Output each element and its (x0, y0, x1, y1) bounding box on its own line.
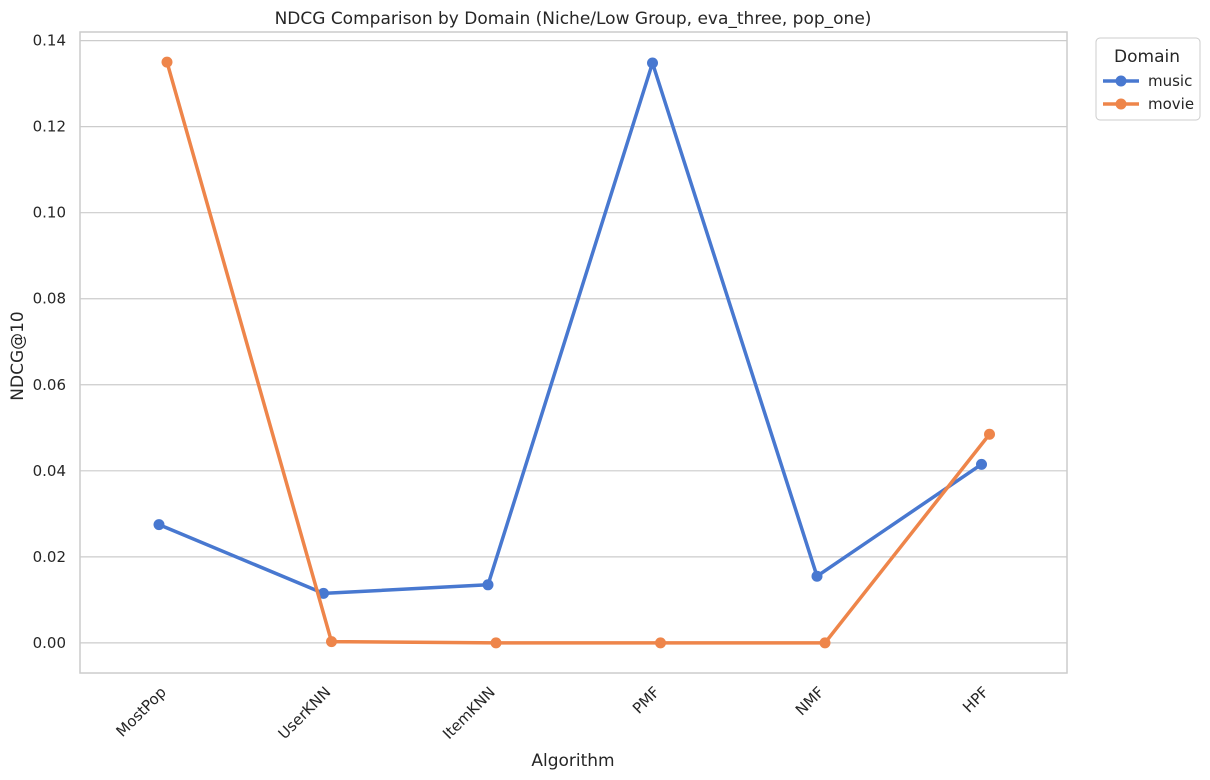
x-tick-label: MostPop (113, 683, 170, 740)
data-point-music (811, 570, 823, 582)
data-point-movie (984, 428, 995, 440)
legend-title: Domain (1114, 47, 1180, 67)
data-point-movie (490, 637, 502, 649)
y-tick-label: 0.00 (33, 634, 66, 652)
data-point-movie (161, 56, 173, 68)
legend-items: music movie (1103, 72, 1194, 113)
y-tick-label: 0.10 (33, 204, 66, 222)
data-point-music (318, 587, 329, 599)
x-tick-label: ItemKNN (439, 683, 499, 743)
data-point-music (976, 458, 987, 470)
series-line-movie (165, 61, 991, 645)
data-point-music (647, 57, 658, 69)
data-point-movie (819, 637, 831, 649)
plot-frame (79, 31, 1068, 674)
data-point-movie (326, 636, 337, 648)
y-tick-label: 0.12 (33, 118, 66, 136)
legend-marker-music (1115, 75, 1127, 87)
x-axis-title: Algorithm (531, 751, 614, 771)
x-tick-label: PMF (629, 683, 663, 717)
chart-title: NDCG Comparison by Domain (Niche/Low Gro… (275, 9, 872, 29)
y-tick-label: 0.02 (33, 548, 66, 566)
legend-label-music: music (1148, 72, 1192, 90)
legend: Domain music movie (1095, 37, 1201, 121)
plot-area: 0.00 0.02 0.04 0.06 0.08 0.10 0.12 0.14 MostPop U… (33, 31, 1068, 743)
y-tick-label: 0.06 (33, 376, 66, 394)
data-point-music (482, 579, 494, 591)
x-tick-label: HPF (959, 683, 992, 716)
legend-label-movie: movie (1148, 95, 1194, 113)
y-tick-label: 0.04 (33, 462, 66, 480)
data-point-movie (655, 637, 666, 649)
legend-marker-movie (1115, 98, 1127, 110)
y-tick-label: 0.08 (33, 290, 66, 308)
y-axis-title: NDCG@10 (8, 311, 28, 400)
series-line-music (158, 61, 983, 596)
y-tick-label: 0.14 (33, 32, 66, 50)
x-tick-label: NMF (792, 683, 828, 719)
x-tick-label: UserKNN (275, 683, 335, 743)
data-point-music (153, 519, 165, 531)
